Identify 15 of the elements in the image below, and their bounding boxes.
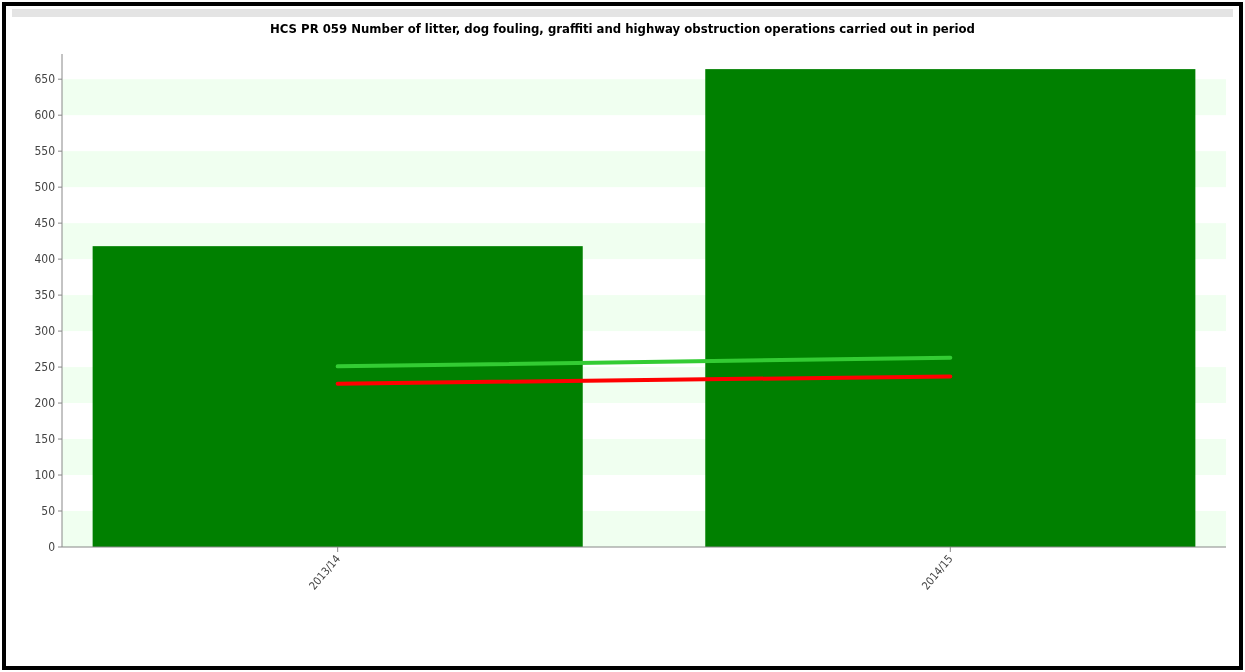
y-tick-label: 300	[34, 324, 56, 339]
chart-title: HCS PR 059 Number of litter, dog fouling, graffiti and highway obstruction operations carried out in period	[269, 21, 976, 36]
y-tick-label: 350	[34, 288, 56, 303]
y-tick-label: 450	[34, 216, 56, 231]
y-tick-label: 600	[34, 108, 56, 123]
y-tick-label: 200	[34, 396, 56, 411]
y-tick-label: 250	[34, 360, 56, 375]
y-tick-label: 650	[34, 72, 56, 87]
y-tick-label: 500	[34, 180, 56, 195]
y-tick-label: 150	[34, 432, 56, 447]
y-tick-label: 100	[34, 468, 56, 483]
y-tick-label: 550	[34, 144, 56, 159]
y-tick-label: 50	[41, 504, 56, 519]
y-tick-label: 400	[34, 252, 56, 267]
y-tick-label: 0	[48, 540, 56, 555]
